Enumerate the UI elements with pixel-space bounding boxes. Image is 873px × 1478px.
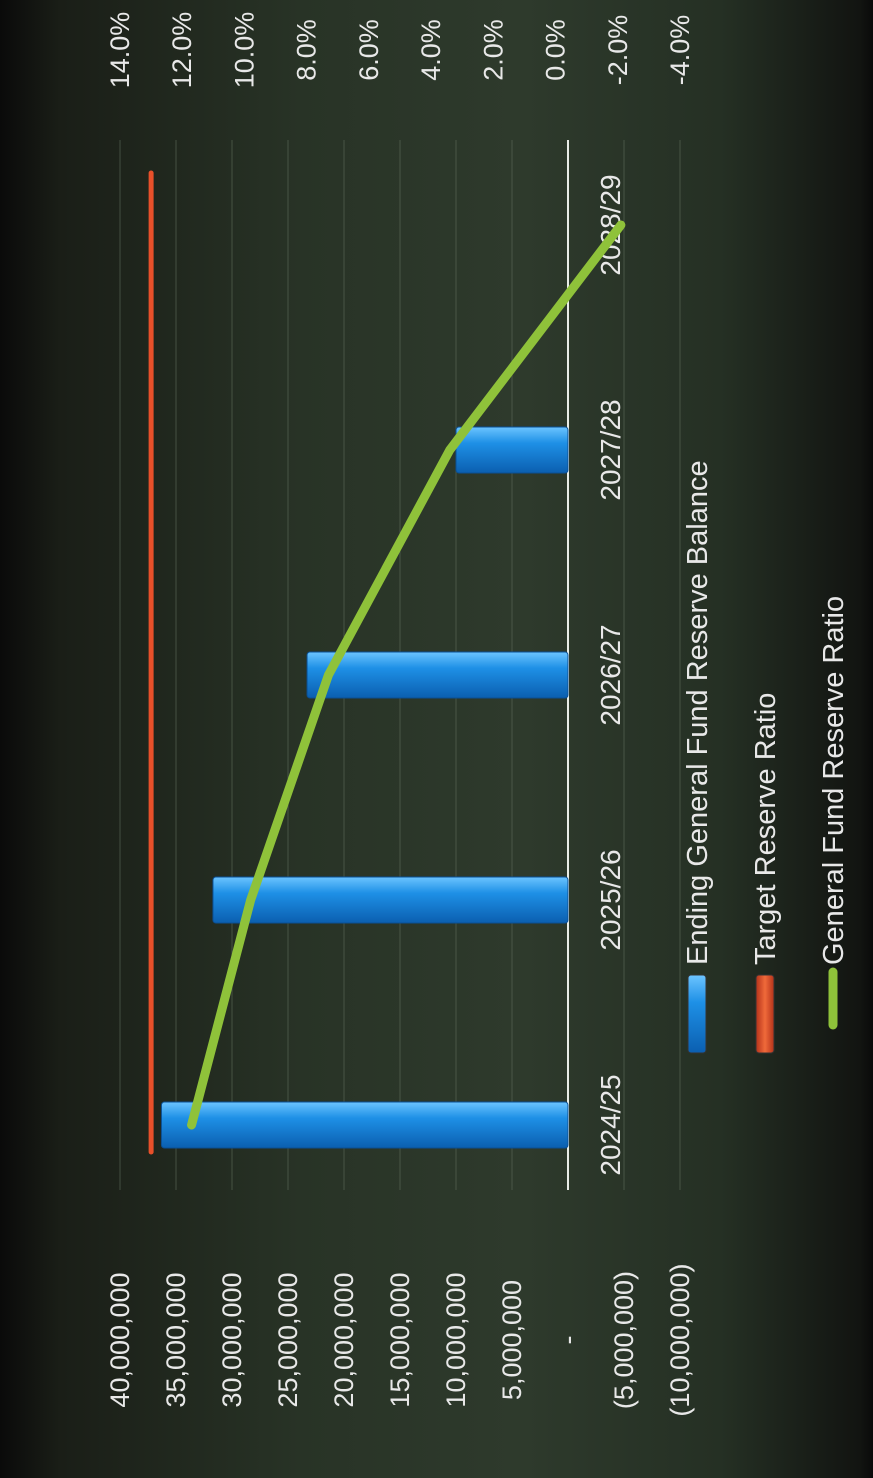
right-axis-tick-label: 12.0% xyxy=(167,12,197,89)
reserve-ratio-line xyxy=(187,220,626,1130)
legend-label: Target Reserve Ratio xyxy=(750,693,782,965)
plot-area: 40,000,000 35,000,000 30,000,000 25,000,000… xyxy=(105,12,850,1417)
legend-swatch xyxy=(755,974,775,1054)
category-tick-label: 2026/27 xyxy=(595,624,626,725)
legend-swatch xyxy=(687,974,707,1054)
left-axis-tick-label: - xyxy=(553,1336,583,1345)
bar xyxy=(455,426,569,474)
right-axis-tick-label: 14.0% xyxy=(105,12,135,89)
right-axis-tick-label: -2.0% xyxy=(603,15,633,86)
category-tick-label: 2027/28 xyxy=(595,399,626,500)
left-axis-tick-label: 25,000,000 xyxy=(273,1272,303,1407)
right-axis-tick-label: 6.0% xyxy=(354,19,384,81)
right-axis-tick-label: 8.0% xyxy=(292,19,322,81)
left-axis-tick-label: 15,000,000 xyxy=(385,1272,415,1407)
bar xyxy=(160,1101,569,1149)
category-tick-label: 2024/25 xyxy=(595,1074,626,1175)
right-axis-tick-label: 10.0% xyxy=(229,12,259,89)
right-axis-tick-label: 4.0% xyxy=(416,19,446,81)
right-axis-tick-label: 0.0% xyxy=(541,19,571,81)
left-axis-tick-label: 35,000,000 xyxy=(161,1272,191,1407)
right-axis-tick-label: 2.0% xyxy=(478,19,508,81)
left-axis-tick-label: (5,000,000) xyxy=(609,1271,639,1409)
bar xyxy=(306,651,569,699)
left-axis-tick-label: 5,000,000 xyxy=(497,1280,527,1400)
legend-label: Ending General Fund Reserve Balance xyxy=(682,460,714,965)
category-tick-label: 2025/26 xyxy=(595,849,626,950)
left-axis-tick-label: (10,000,000) xyxy=(665,1263,695,1416)
left-axis-tick-label: 10,000,000 xyxy=(441,1272,471,1407)
left-axis-tick-label: 40,000,000 xyxy=(105,1272,135,1407)
left-axis-tick-label: 20,000,000 xyxy=(329,1272,359,1407)
legend-label: General Fund Reserve Ratio xyxy=(818,596,850,965)
left-axis-tick-label: 30,000,000 xyxy=(217,1272,247,1407)
bar xyxy=(212,876,569,924)
right-axis-tick-label: -4.0% xyxy=(665,15,695,86)
